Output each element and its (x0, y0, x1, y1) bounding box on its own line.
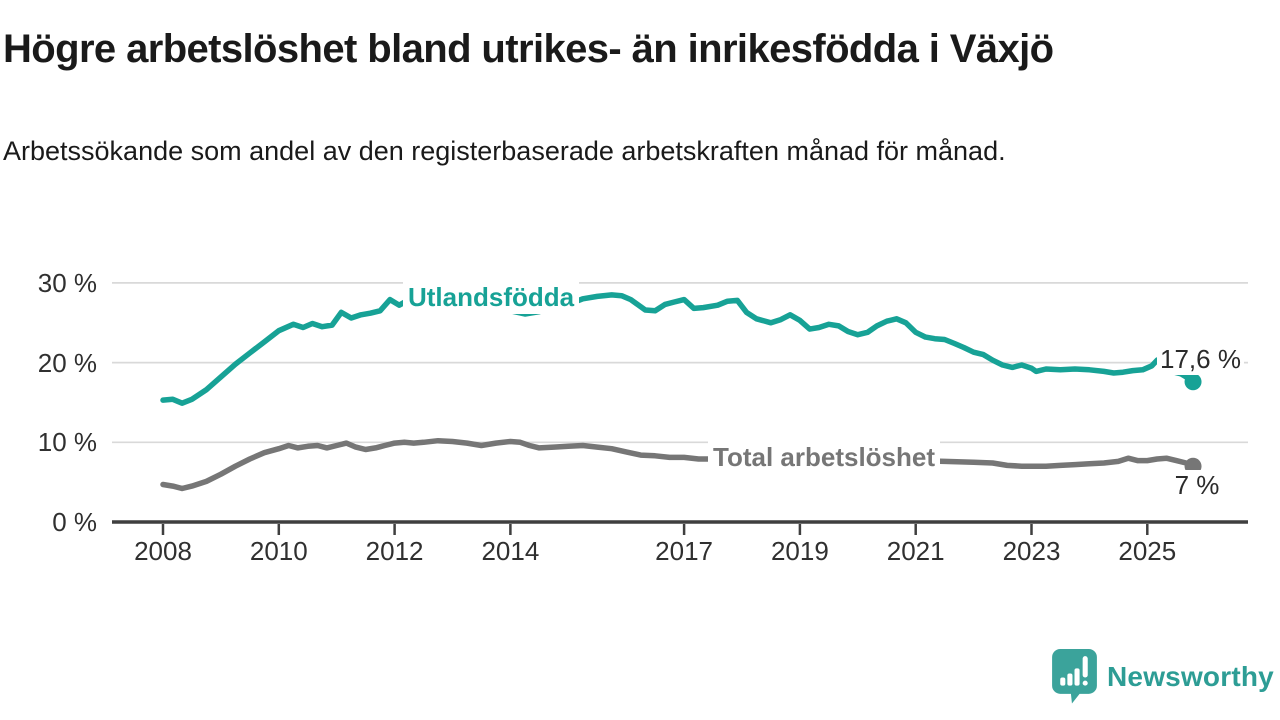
series-label-utlandsfodda: Utlandsfödda (403, 281, 580, 314)
end-value-label-utlandsfodda: 17,6 % (1157, 344, 1244, 375)
newsworthy-logo: Newsworthy (1052, 649, 1274, 704)
x-tick-label: 2017 (655, 536, 714, 566)
series-label-total-arbetsloshet: Total arbetslöshet (708, 441, 941, 474)
newsworthy-bubble-chart-icon (1052, 649, 1097, 704)
series-line-1 (160, 437, 1196, 492)
x-tick-label: 2019 (770, 536, 829, 566)
x-tick-label: 2023 (1002, 536, 1061, 566)
y-tick-label: 0 % (52, 507, 97, 537)
y-tick-label: 10 % (37, 427, 97, 458)
end-value-label-total: 7 % (1168, 470, 1226, 501)
newsworthy-logo-text: Newsworthy (1107, 660, 1274, 692)
chart-subtitle: Arbetssökande som andel av den registerb… (3, 136, 1006, 166)
x-tick-label: 2010 (249, 536, 308, 566)
end-dot-0 (1184, 373, 1202, 391)
x-tick-label: 2008 (134, 536, 192, 566)
series-line-0 (160, 292, 1196, 406)
x-tick-label: 2021 (886, 536, 945, 566)
page-title: Högre arbetslöshet bland utrikes- än inr… (3, 27, 1054, 71)
y-tick-label: 30 % (37, 267, 97, 298)
y-tick-label: 20 % (37, 347, 97, 378)
x-tick-label: 2012 (365, 536, 424, 566)
x-tick-label: 2014 (481, 536, 540, 566)
x-tick-label: 2025 (1118, 536, 1177, 566)
